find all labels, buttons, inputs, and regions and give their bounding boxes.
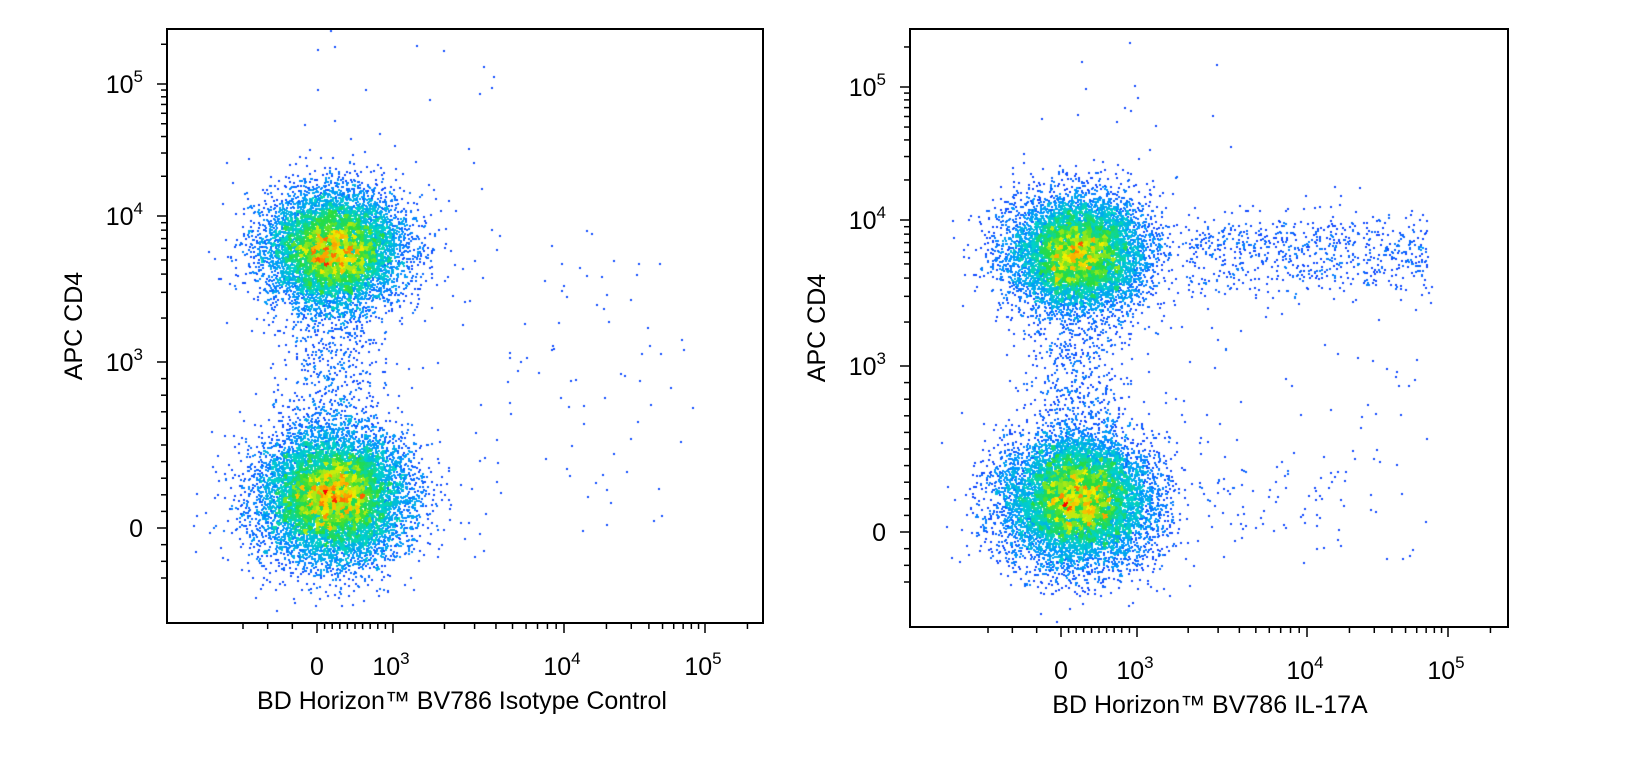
density-dots-isotype-control — [167, 29, 763, 623]
plot-panel-isotype-control: 0 103 104 105 0 103 104 105 BD Horizon™ BV786 … — [60, 28, 764, 715]
y-tick-label: 103 — [106, 345, 143, 377]
y-axis-ticks — [157, 43, 167, 579]
x-tick-labels: 0 103 104 105 — [310, 649, 722, 681]
y-tick-label: 105 — [849, 70, 886, 102]
plot-frame — [166, 28, 764, 624]
density-dots-il-17a — [910, 29, 1508, 627]
y-tick-label: 104 — [106, 199, 143, 231]
plot-frame — [909, 28, 1509, 628]
x-tick-label: 103 — [372, 649, 409, 681]
x-axis-title: BD Horizon™ BV786 IL-17A — [1052, 691, 1368, 719]
y-tick-label: 103 — [849, 349, 886, 381]
y-tick-label: 105 — [106, 67, 143, 99]
y-tick-labels: 0 103 104 105 — [106, 67, 143, 543]
y-tick-labels: 0 103 104 105 — [849, 70, 886, 547]
y-tick-label: 0 — [129, 515, 143, 543]
x-axis-ticks — [242, 623, 749, 633]
y-tick-label: 0 — [872, 519, 886, 547]
y-tick-label: 104 — [849, 203, 886, 235]
x-tick-label: 0 — [1054, 657, 1068, 685]
x-tick-labels: 0 103 104 105 — [1054, 653, 1465, 685]
x-axis-ticks — [987, 627, 1492, 637]
y-axis-title: APC CD4 — [60, 272, 88, 380]
plot-panel-il-17a: 0 103 104 105 0 103 104 105 BD Horizon™ BV786 … — [803, 28, 1509, 719]
x-tick-label: 105 — [1427, 653, 1464, 685]
x-tick-label: 104 — [1286, 653, 1323, 685]
x-tick-label: 0 — [310, 653, 324, 681]
x-tick-label: 103 — [1116, 653, 1153, 685]
x-axis-title: BD Horizon™ BV786 Isotype Control — [257, 687, 667, 715]
y-axis-ticks — [900, 46, 910, 583]
y-axis-title: APC CD4 — [803, 274, 831, 382]
x-tick-label: 105 — [684, 649, 721, 681]
x-tick-label: 104 — [543, 649, 580, 681]
